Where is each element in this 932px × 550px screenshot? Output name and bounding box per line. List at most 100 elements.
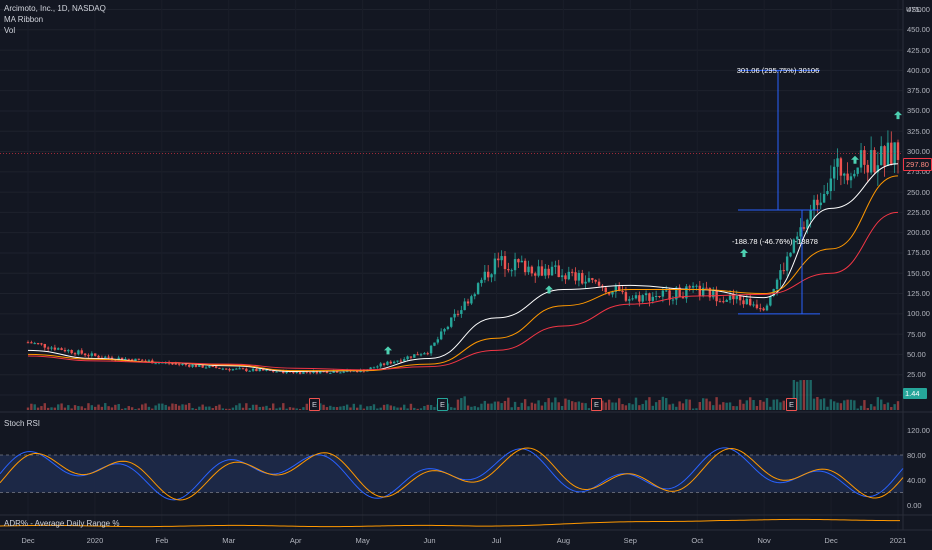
price-tick: 275.00 bbox=[907, 167, 930, 177]
volume-bar bbox=[574, 402, 577, 410]
earnings-marker-icon[interactable]: E bbox=[591, 398, 603, 411]
volume-bar bbox=[604, 402, 607, 410]
volume-bar bbox=[63, 407, 67, 410]
volume-bar bbox=[379, 407, 382, 410]
candle-body bbox=[224, 368, 228, 370]
volume-bar bbox=[738, 399, 742, 410]
volume-bar bbox=[547, 398, 550, 410]
volume-bar bbox=[154, 405, 157, 410]
adr-title[interactable]: ADR% - Average Daily Range % bbox=[4, 519, 120, 528]
volume-bar bbox=[362, 408, 366, 410]
buy-signal-arrow-icon bbox=[740, 249, 748, 258]
time-tick: Dec bbox=[21, 536, 35, 545]
candle-body bbox=[540, 266, 544, 276]
volume-bar bbox=[473, 406, 476, 410]
stoch-rsi-title[interactable]: Stoch RSI bbox=[4, 419, 41, 428]
symbol-title[interactable]: Arcimoto, Inc., 1D, NASDAQ bbox=[4, 4, 106, 13]
candle-body bbox=[473, 294, 476, 297]
price-tick: 400.00 bbox=[907, 65, 930, 75]
candle-body bbox=[416, 354, 419, 356]
volume-bar bbox=[329, 405, 332, 410]
candle-body bbox=[806, 219, 809, 229]
volume-bar bbox=[490, 403, 493, 410]
candle-body bbox=[873, 150, 876, 173]
candle-body bbox=[376, 366, 379, 368]
volume-bar bbox=[886, 402, 890, 410]
candle-body bbox=[446, 326, 450, 330]
volume-bar bbox=[255, 404, 258, 410]
volume-bar bbox=[880, 399, 883, 410]
volume-legend[interactable]: Vol bbox=[4, 26, 16, 35]
volume-bar bbox=[80, 406, 83, 410]
candle-body bbox=[584, 281, 587, 284]
candle-body bbox=[372, 367, 376, 369]
volume-bar bbox=[97, 404, 100, 410]
volume-bar bbox=[285, 408, 288, 410]
candle-body bbox=[742, 300, 745, 305]
candle-body bbox=[386, 361, 389, 365]
price-tick: 325.00 bbox=[907, 126, 930, 136]
candle-body bbox=[705, 287, 708, 289]
candle-body bbox=[77, 350, 80, 355]
candle-body bbox=[641, 295, 644, 302]
volume-bar bbox=[822, 398, 826, 410]
candle-body bbox=[843, 173, 846, 176]
candle-body bbox=[423, 353, 426, 355]
earnings-marker-icon[interactable]: E bbox=[309, 398, 321, 411]
volume-bar bbox=[302, 407, 305, 410]
candle-body bbox=[497, 258, 500, 261]
volume-bar bbox=[517, 406, 520, 410]
candle-body bbox=[120, 357, 124, 361]
volume-bar bbox=[816, 396, 819, 410]
candle-body bbox=[762, 308, 765, 311]
candle-body bbox=[765, 305, 769, 311]
candle-body bbox=[691, 285, 695, 288]
price-tick: 25.00 bbox=[907, 370, 926, 380]
volume-bar bbox=[349, 407, 352, 410]
candle-body bbox=[117, 357, 120, 361]
volume-bar bbox=[638, 405, 641, 410]
candle-body bbox=[141, 359, 144, 361]
price-tick: 125.00 bbox=[907, 289, 930, 299]
volume-bar bbox=[359, 404, 362, 410]
ma-ribbon-legend[interactable]: MA Ribbon bbox=[4, 15, 44, 24]
volume-bar bbox=[366, 406, 369, 410]
volume-bar bbox=[799, 380, 802, 410]
earnings-marker-icon[interactable]: E bbox=[786, 398, 798, 411]
candle-body bbox=[285, 370, 288, 374]
volume-bar bbox=[493, 401, 497, 410]
volume-bar bbox=[846, 399, 849, 410]
candle-body bbox=[513, 259, 517, 271]
candle-body bbox=[681, 297, 685, 299]
candle-body bbox=[80, 350, 83, 354]
earnings-marker-icon[interactable]: E bbox=[437, 398, 449, 411]
candle-body bbox=[265, 369, 268, 371]
price-tick: 50.00 bbox=[907, 349, 926, 359]
volume-bar bbox=[177, 405, 181, 410]
volume-bar bbox=[745, 400, 749, 410]
candle-body bbox=[322, 371, 325, 373]
price-tick: 350.00 bbox=[907, 106, 930, 116]
volume-bar bbox=[772, 399, 775, 410]
adr-line bbox=[0, 518, 901, 528]
candle-body bbox=[557, 265, 560, 278]
volume-bar bbox=[560, 406, 564, 410]
volume-bar bbox=[705, 398, 708, 410]
volume-bar bbox=[413, 407, 416, 410]
volume-bar bbox=[779, 402, 782, 410]
volume-bar bbox=[832, 401, 836, 410]
volume-bar bbox=[688, 399, 691, 410]
volume-bar bbox=[681, 403, 685, 410]
volume-bar bbox=[194, 408, 198, 410]
candle-body bbox=[342, 371, 345, 373]
volume-bar bbox=[161, 403, 164, 410]
volume-bar bbox=[762, 401, 765, 410]
time-tick: Aug bbox=[556, 536, 571, 545]
volume-bar bbox=[614, 402, 618, 410]
candle-body bbox=[644, 293, 648, 296]
candle-body bbox=[369, 367, 372, 370]
volume-bar bbox=[235, 405, 238, 410]
volume-bar bbox=[550, 402, 554, 410]
candle-body bbox=[188, 364, 191, 367]
